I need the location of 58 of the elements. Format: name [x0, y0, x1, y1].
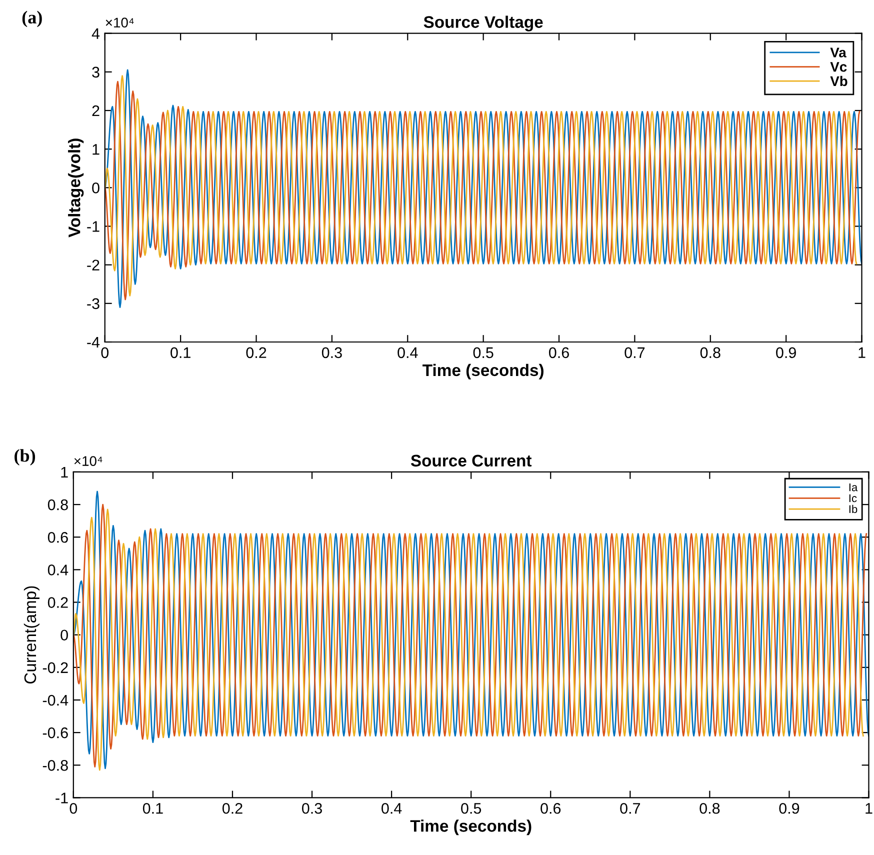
x-axis-title: Time (seconds) [422, 364, 544, 380]
y-tick-label: 0.4 [48, 564, 68, 576]
text: (b) [14, 449, 36, 466]
x-tick-label: 0 [101, 347, 109, 358]
y-tick-label: -0.8 [42, 760, 68, 771]
y-tick-label: -0.4 [42, 694, 68, 706]
x-tick-label: 0.4 [382, 802, 402, 814]
legend-label: Ib [849, 504, 858, 514]
legend-label: Ia [849, 483, 858, 492]
chart-title: Source Voltage [424, 16, 543, 32]
x-axis-title: Time (seconds) [410, 820, 532, 836]
y-tick-label: -2 [87, 260, 100, 270]
x-tick-label: 0 [70, 802, 78, 814]
y-tick-label: -0.6 [42, 727, 68, 738]
text: ×10⁴ [74, 456, 102, 466]
x-tick-label: 0.8 [700, 802, 720, 814]
y-axis-title: Voltage(volt) [68, 138, 84, 238]
legend-label: Vb [830, 76, 848, 86]
x-tick-label: 0.9 [779, 802, 800, 814]
x-tick-label: 0.5 [461, 802, 482, 814]
legend-label: Va [830, 48, 846, 58]
y-tick-label: -1 [87, 221, 100, 232]
y-tick-label: 2 [92, 105, 100, 116]
y-tick-label: -1 [56, 792, 68, 804]
x-tick-label: 0.8 [700, 347, 720, 358]
legend-label: Vc [830, 62, 847, 72]
x-tick-label: 1 [866, 803, 872, 814]
y-tick-label: 4 [92, 28, 100, 39]
y-tick-label: 0.8 [48, 499, 68, 510]
x-tick-label: 0.6 [540, 802, 561, 814]
y-tick-label: -4 [87, 337, 100, 348]
x-tick-label: 0.2 [246, 347, 266, 358]
y-tick-label: 1 [61, 466, 68, 478]
x-tick-label: 0.3 [302, 802, 322, 814]
x-tick-label: 0.6 [548, 347, 569, 358]
y-tick-label: 0.6 [48, 532, 68, 543]
y-tick-label: -3 [87, 298, 100, 310]
y-tick-label: 3 [92, 66, 100, 78]
legend-label: Ic [849, 494, 857, 502]
x-tick-label: 0.3 [322, 347, 342, 358]
y-tick-label: 0 [92, 182, 100, 194]
y-tick-label: 0.2 [48, 597, 68, 608]
x-tick-label: 0.7 [624, 347, 645, 358]
y-tick-label: 1 [92, 144, 100, 155]
chart-title: Source Current [410, 454, 532, 467]
x-tick-label: 1 [858, 347, 866, 358]
x-tick-label: 0.4 [398, 347, 418, 358]
text: ×10⁴ [106, 18, 134, 28]
text: (a) [22, 10, 42, 28]
x-tick-label: 0.9 [776, 347, 796, 358]
y-tick-label: -0.2 [42, 662, 68, 674]
x-tick-label: 0.7 [620, 802, 640, 814]
y-axis-title: Current(amp) [24, 586, 40, 684]
x-tick-label: 0.5 [473, 347, 494, 358]
x-tick-label: 0.1 [170, 347, 190, 358]
x-tick-label: 0.1 [142, 802, 163, 814]
y-tick-label: 0 [60, 630, 68, 641]
x-tick-label: 0.2 [222, 802, 242, 814]
